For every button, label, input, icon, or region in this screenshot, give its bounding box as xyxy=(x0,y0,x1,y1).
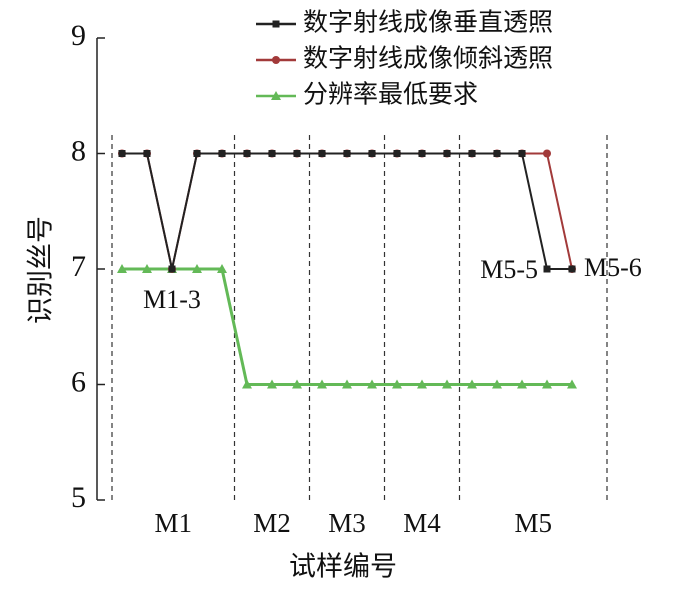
point xyxy=(492,379,502,389)
point xyxy=(543,265,551,273)
point xyxy=(392,379,402,389)
point xyxy=(443,150,451,157)
point xyxy=(343,150,351,157)
point xyxy=(543,149,551,158)
point xyxy=(542,379,552,389)
point xyxy=(568,265,576,273)
point xyxy=(268,150,276,157)
group-label: M3 xyxy=(328,508,366,538)
point xyxy=(267,379,277,389)
point xyxy=(292,379,302,389)
annotation: M5-6 xyxy=(584,253,642,282)
point xyxy=(467,379,477,389)
point xyxy=(393,150,401,157)
point xyxy=(518,150,526,157)
point xyxy=(442,379,452,389)
point xyxy=(142,264,152,273)
legend-marker xyxy=(271,91,281,100)
point xyxy=(417,379,427,389)
point xyxy=(368,150,376,157)
y-tick-label: 6 xyxy=(71,365,86,398)
series-line xyxy=(122,152,573,270)
legend-marker xyxy=(272,20,280,28)
y-tick-label: 7 xyxy=(71,250,86,283)
group-label: M4 xyxy=(403,508,441,538)
point xyxy=(318,150,326,157)
point xyxy=(118,150,126,157)
point xyxy=(192,264,202,273)
legend-label: 数字射线成像倾斜透照 xyxy=(303,44,553,73)
group-label: M2 xyxy=(253,508,291,538)
annotation: M1-3 xyxy=(143,285,201,314)
point xyxy=(242,379,252,389)
legend-marker xyxy=(272,56,280,64)
x-axis-label: 试样编号 xyxy=(289,552,397,583)
y-tick-label: 9 xyxy=(71,19,86,52)
point xyxy=(193,150,201,157)
point xyxy=(317,379,327,389)
point xyxy=(293,150,301,157)
group-label: M1 xyxy=(154,508,192,538)
legend-label: 数字射线成像垂直透照 xyxy=(303,8,553,37)
annotation: M5-5 xyxy=(480,255,538,284)
legend-label: 分辨率最低要求 xyxy=(303,80,478,109)
y-axis-label: 识别丝号 xyxy=(26,216,57,324)
point xyxy=(468,150,476,157)
point xyxy=(342,379,352,389)
point xyxy=(218,150,226,157)
point xyxy=(243,150,251,157)
point xyxy=(517,379,527,389)
point xyxy=(418,150,426,157)
point xyxy=(117,264,127,273)
point xyxy=(168,265,176,273)
point xyxy=(217,264,227,273)
y-tick-label: 5 xyxy=(71,481,86,514)
y-tick-label: 8 xyxy=(71,134,86,167)
point xyxy=(143,150,151,157)
point xyxy=(367,379,377,389)
group-label: M5 xyxy=(514,508,552,538)
point xyxy=(493,150,501,157)
point xyxy=(567,379,577,389)
series-line xyxy=(122,152,572,270)
